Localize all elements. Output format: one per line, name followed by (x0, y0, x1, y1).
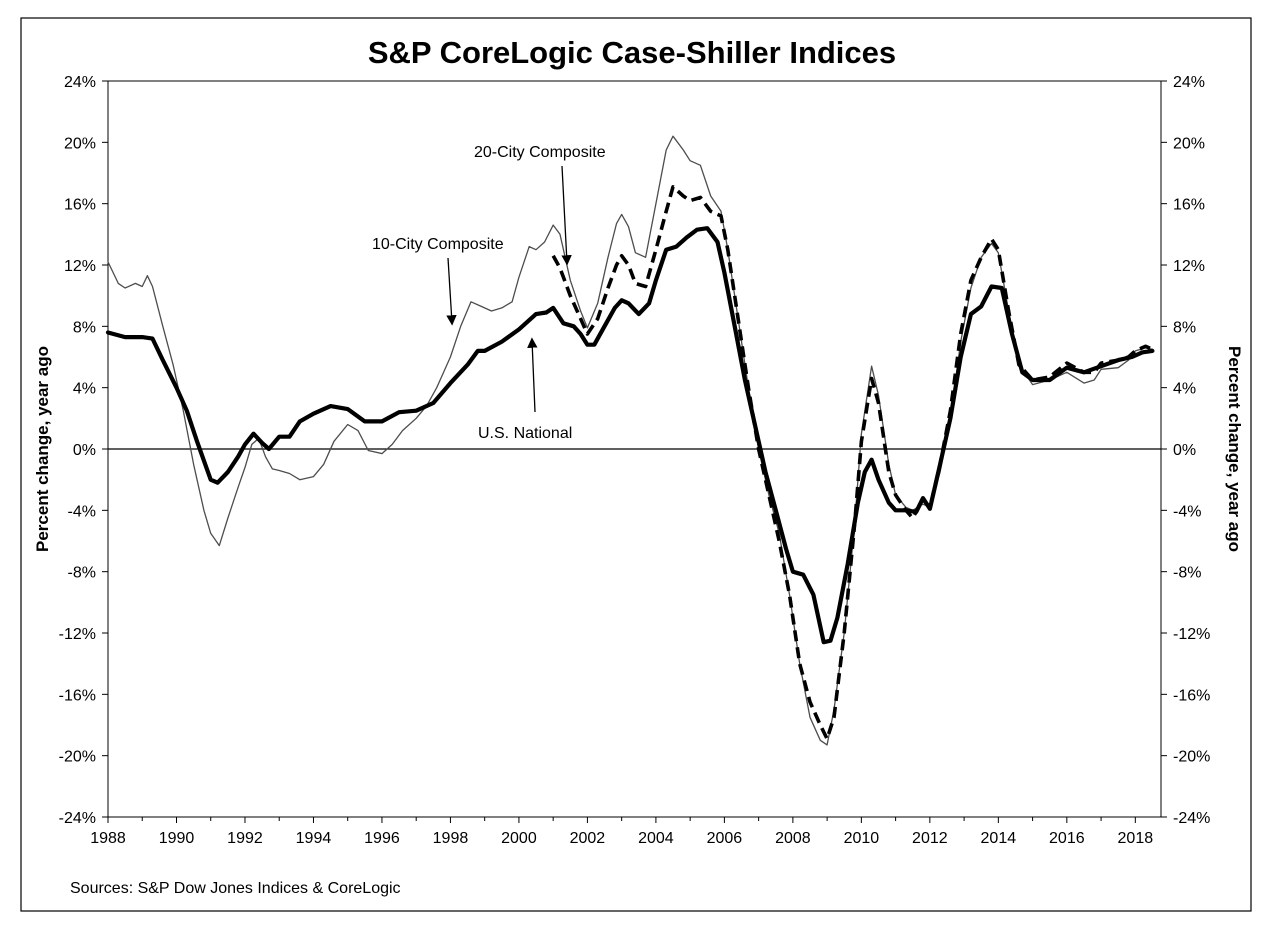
y-tick-label-left: -8% (68, 565, 96, 582)
x-tick-label: 2006 (707, 830, 743, 847)
y-tick-label-left: -24% (59, 810, 96, 827)
annotation-layer: 20-City Composite 10-City Composite U.S.… (372, 144, 606, 442)
series-us-national (105, 226, 1155, 645)
chart-title: S&P CoreLogic Case-Shiller Indices (368, 35, 896, 70)
x-tick-label: 2016 (1049, 830, 1085, 847)
y-tick-label-right: 12% (1173, 258, 1205, 275)
x-tick-label: 1996 (364, 830, 400, 847)
annotation-us-national-arrow (527, 337, 538, 413)
y-ticks-right: -24% -20% -16% -12% -8% -4% 0% 4% 8% 12% 16% 20% 24% (1161, 74, 1210, 827)
x-tick-label: 2014 (981, 830, 1017, 847)
y-tick-label-left: 16% (64, 197, 96, 214)
x-tick-label: 2002 (570, 830, 606, 847)
y-tick-label-right: -24% (1173, 810, 1210, 827)
x-tick-label: 2018 (1118, 830, 1154, 847)
y-tick-label-left: 0% (73, 442, 96, 459)
annotation-10-city-arrow (446, 257, 457, 326)
y-tick-label-right: 24% (1173, 74, 1205, 91)
x-tick-label: 1992 (227, 830, 263, 847)
y-tick-label-right: -8% (1173, 565, 1201, 582)
y-tick-label-left: -4% (68, 503, 96, 520)
y-tick-label-right: -4% (1173, 503, 1201, 520)
y-tick-label-left: 20% (64, 135, 96, 152)
y-tick-label-left: 12% (64, 258, 96, 275)
y-tick-label-right: 16% (1173, 197, 1205, 214)
x-tick-label: 1994 (296, 830, 332, 847)
y-tick-label-right: -16% (1173, 687, 1210, 704)
annotation-us-national: U.S. National (478, 425, 572, 442)
y-tick-label-left: 24% (64, 74, 96, 91)
x-tick-label: 1988 (90, 830, 126, 847)
series-layer (105, 135, 1155, 746)
annotation-10-city: 10-City Composite (372, 236, 504, 253)
y-tick-label-left: -12% (59, 626, 96, 643)
x-tick-label: 2004 (638, 830, 674, 847)
chart-border (20, 17, 1252, 912)
y-axis-title-left: Percent change, year ago (33, 346, 52, 552)
y-tick-label-right: 4% (1173, 381, 1196, 398)
x-tick-label: 2012 (912, 830, 948, 847)
source-note: Sources: S&P Dow Jones Indices & CoreLog… (70, 880, 401, 897)
y-tick-label-left: 4% (73, 381, 96, 398)
y-tick-label-right: 8% (1173, 319, 1196, 336)
x-tick-label: 1998 (433, 830, 469, 847)
y-tick-label-right: 0% (1173, 442, 1196, 459)
annotation-20-city: 20-City Composite (474, 144, 606, 161)
x-tick-label: 2000 (501, 830, 537, 847)
y-ticks-left: -24% -20% -16% -12% -8% -4% 0% 4% 8% 12% 16% 20% 24% (59, 74, 108, 827)
x-ticks: 1988 1990 1992 1994 1996 1998 2000 2002 2004 2006… (90, 817, 1153, 847)
y-axis-title-right: Percent change, year ago (1225, 346, 1244, 552)
y-tick-label-right: 20% (1173, 135, 1205, 152)
y-tick-label-right: -12% (1173, 626, 1210, 643)
x-tick-label: 1990 (159, 830, 195, 847)
y-tick-label-left: 8% (73, 319, 96, 336)
y-tick-label-left: -16% (59, 687, 96, 704)
y-tick-label-right: -20% (1173, 749, 1210, 766)
annotation-20-city-arrow (561, 165, 572, 266)
x-tick-label: 2010 (844, 830, 880, 847)
y-tick-label-left: -20% (59, 749, 96, 766)
x-tick-label: 2008 (775, 830, 811, 847)
